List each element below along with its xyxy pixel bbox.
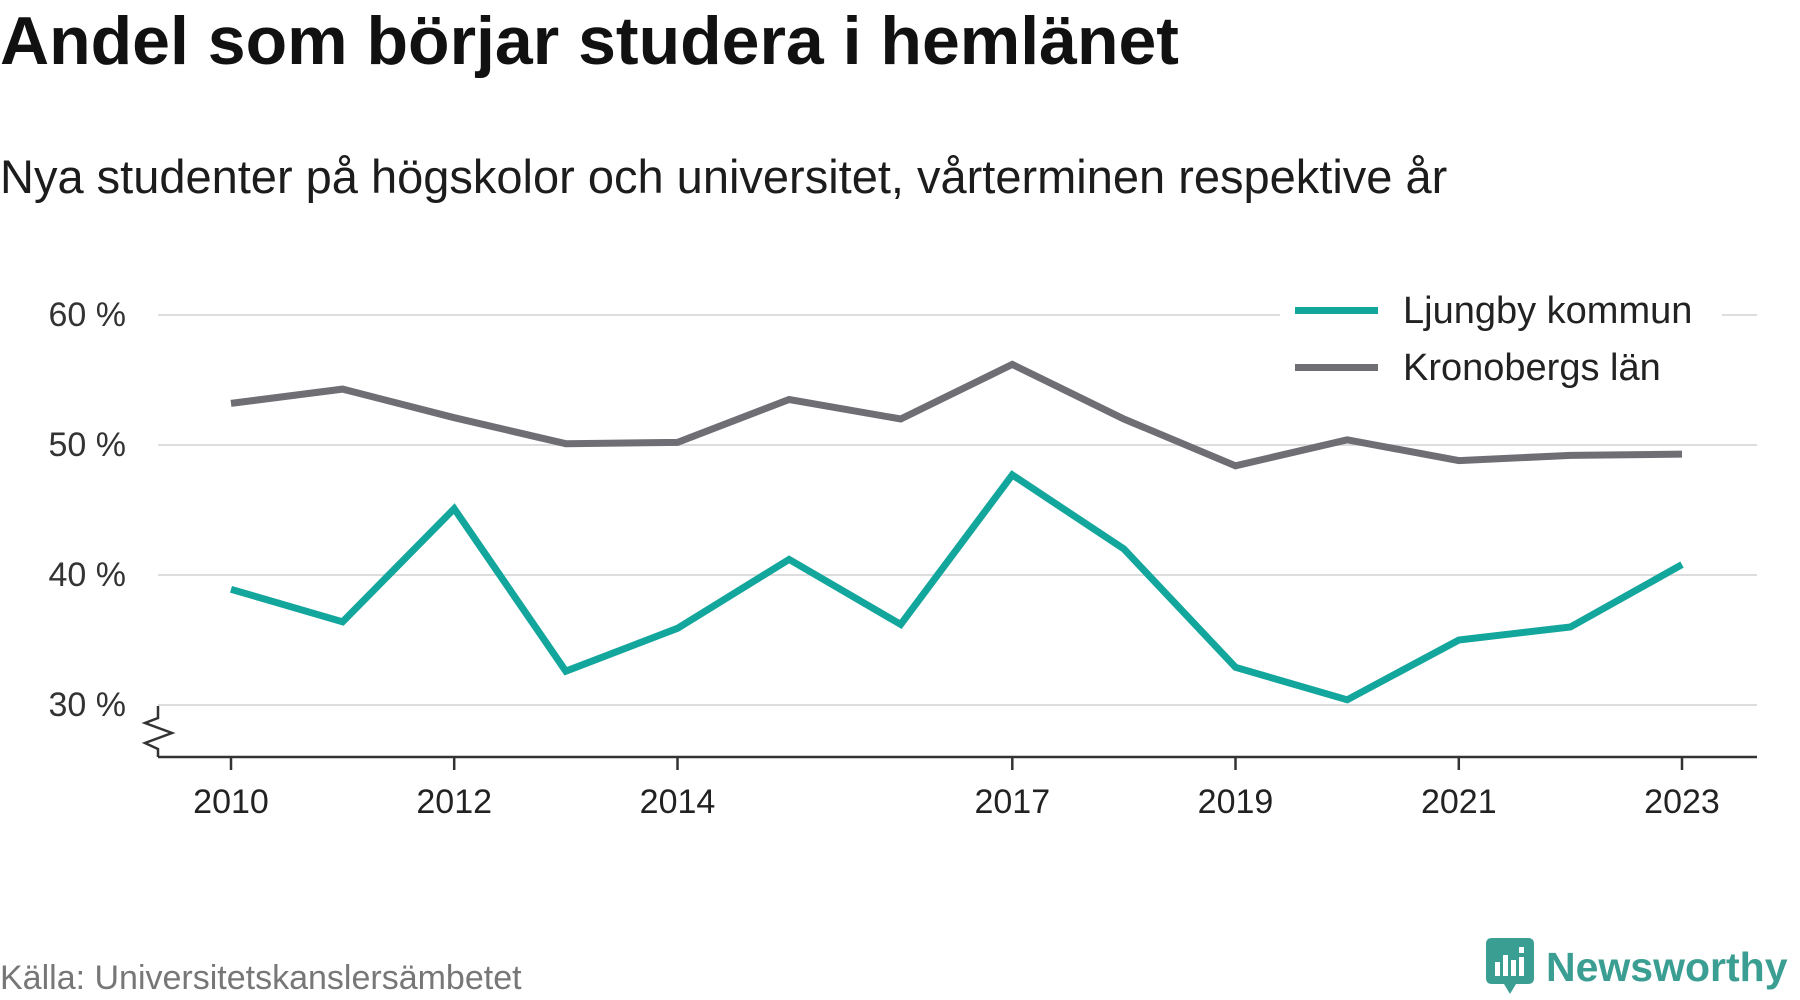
series-line-ljungby-kommun bbox=[230, 470, 1684, 704]
y-tick-label: 40 % bbox=[49, 556, 127, 594]
source-note: Källa: Universitetskanslersämbetet bbox=[0, 959, 522, 997]
x-tick-label: 2010 bbox=[193, 783, 269, 821]
axis-break-icon bbox=[141, 706, 176, 757]
newsworthy-logo: Newsworthy bbox=[1486, 938, 1788, 994]
x-tick-label: 2023 bbox=[1644, 783, 1720, 821]
legend-label: Ljungby kommun bbox=[1403, 289, 1693, 332]
line-chart: 30 % 40 % 50 % 60 % 2010 2012 2014 2017 2019 202… bbox=[49, 296, 1757, 821]
series-lines bbox=[230, 360, 1684, 704]
legend: Ljungby kommun Kronobergs län bbox=[1280, 282, 1723, 396]
x-tick-label: 2017 bbox=[974, 783, 1050, 821]
series-line-kronobergs-län bbox=[230, 360, 1683, 470]
legend-swatch bbox=[1295, 307, 1378, 314]
chart-title: Andel som börjar studera i hemlänet bbox=[0, 3, 1179, 79]
newsworthy-logo-icon bbox=[1486, 938, 1534, 994]
x-axis-ticks: 2010 2012 2014 2017 2019 2021 2023 bbox=[193, 757, 1720, 821]
legend-swatch bbox=[1295, 364, 1378, 371]
y-tick-label: 50 % bbox=[49, 426, 127, 464]
x-tick-label: 2012 bbox=[416, 783, 492, 821]
legend-item-ljungby-kommun: Ljungby kommun bbox=[1295, 282, 1692, 339]
x-tick-label: 2014 bbox=[640, 783, 716, 821]
logo-text: Newsworthy bbox=[1546, 944, 1788, 990]
x-tick-label: 2019 bbox=[1198, 783, 1274, 821]
y-axis-tick-labels: 30 % 40 % 50 % 60 % bbox=[49, 296, 127, 724]
y-tick-label: 30 % bbox=[49, 686, 127, 724]
x-tick-label: 2021 bbox=[1421, 783, 1497, 821]
legend-item-kronobergs-lan: Kronobergs län bbox=[1295, 339, 1692, 396]
chart-subtitle: Nya studenter på högskolor och universit… bbox=[0, 150, 1448, 203]
legend-label: Kronobergs län bbox=[1403, 346, 1661, 389]
y-tick-label: 60 % bbox=[49, 296, 127, 334]
